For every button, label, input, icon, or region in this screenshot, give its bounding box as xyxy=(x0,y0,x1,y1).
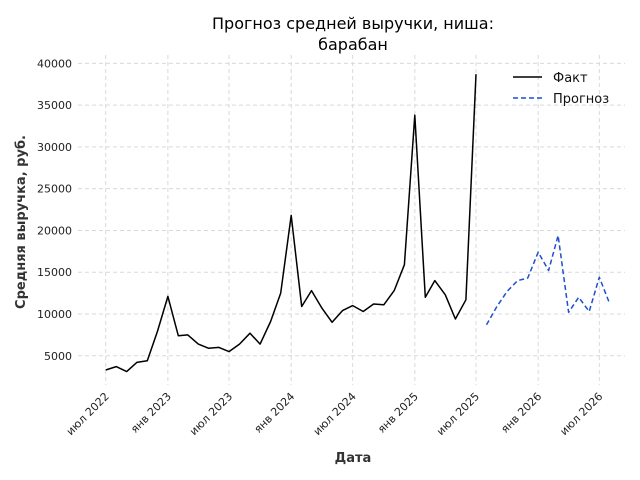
x-tick-label: янв 2023 xyxy=(128,390,174,436)
y-tick-label: 15000 xyxy=(37,266,72,279)
grid xyxy=(78,55,625,385)
x-tick-label: июл 2022 xyxy=(64,390,112,438)
legend: Факт Прогноз xyxy=(513,71,609,107)
x-tick-label: июл 2026 xyxy=(557,390,605,438)
chart-title-line: барабан xyxy=(318,35,388,54)
legend-label: Прогноз xyxy=(553,92,609,107)
x-tick-label: янв 2025 xyxy=(375,390,421,436)
legend-label: Факт xyxy=(553,71,588,86)
y-tick-label: 20000 xyxy=(37,224,72,237)
y-axis-label: Средняя выручка, руб. xyxy=(14,135,29,309)
chart-title-line: Прогноз средней выручки, ниша: xyxy=(212,14,494,33)
y-tick-label: 5000 xyxy=(44,350,72,363)
x-tick-label: июл 2023 xyxy=(187,390,235,438)
x-tick-label: янв 2024 xyxy=(251,390,297,436)
y-tick-label: 10000 xyxy=(37,308,72,321)
y-tick-label: 25000 xyxy=(37,183,72,196)
y-tick-label: 30000 xyxy=(37,141,72,154)
series-lines xyxy=(105,74,611,373)
x-tick-label: июл 2024 xyxy=(311,390,359,438)
chart-title: Прогноз средней выручки, ниша: барабан xyxy=(212,14,494,54)
x-axis-ticks: июл 2022 янв 2023 июл 2023 янв 2024 июл 2024… xyxy=(64,390,606,438)
y-axis-ticks: 5000 10000 15000 20000 25000 30000 35000 40000 xyxy=(37,57,72,362)
y-tick-label: 35000 xyxy=(37,99,72,112)
x-axis-label: Дата xyxy=(335,451,372,466)
series-line-forecast xyxy=(485,234,611,326)
x-tick-label: янв 2026 xyxy=(498,390,544,436)
x-tick-label: июл 2025 xyxy=(434,390,482,438)
y-tick-label: 40000 xyxy=(37,57,72,70)
